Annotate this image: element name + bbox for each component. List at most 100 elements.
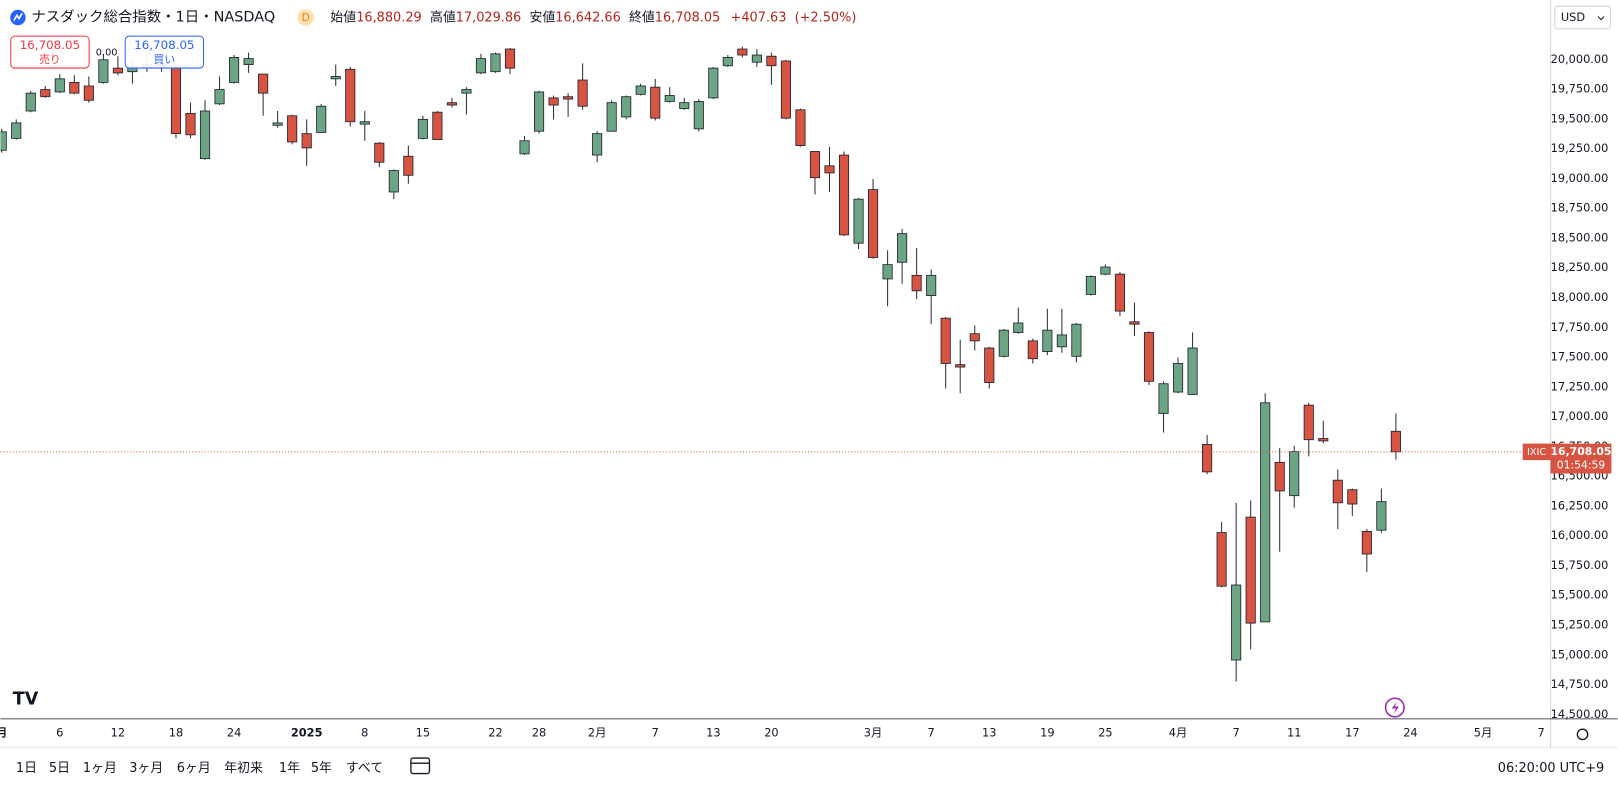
candle-body: [1260, 402, 1271, 623]
buy-button[interactable]: [124, 35, 205, 69]
x-tick-label: 2月: [588, 725, 607, 739]
clock[interactable]: 06:20:00 UTC+9: [1498, 761, 1604, 776]
open-value: 16,880.29: [356, 10, 422, 25]
candle-body: [446, 102, 457, 106]
buy-label[interactable]: 買い: [154, 53, 176, 66]
candle-body: [1027, 340, 1038, 360]
candle-body: [708, 67, 719, 99]
x-tick-label: 7: [928, 725, 935, 739]
x-tick-label: 22: [488, 725, 502, 739]
candle-body: [1289, 451, 1300, 497]
range-button[interactable]: 1日: [16, 761, 37, 776]
y-tick-label: 15,750.00: [1551, 558, 1609, 572]
x-tick-label: 11: [1287, 725, 1301, 739]
candle-body: [1085, 276, 1096, 295]
range-button[interactable]: 5日: [49, 761, 70, 776]
badge-circle: [297, 9, 314, 26]
candle-body: [606, 102, 617, 132]
x-tick-label: 24: [1403, 725, 1417, 739]
range-button[interactable]: 1年: [279, 761, 300, 776]
candle-body: [1390, 430, 1401, 453]
y-tick-label: 17,750.00: [1551, 320, 1609, 334]
price-tag-price: 16,708.05: [1551, 445, 1612, 458]
candle-body: [664, 95, 675, 102]
candle-body: [592, 133, 603, 156]
candle-body: [1187, 347, 1198, 395]
buy-price[interactable]: 16,708.05: [134, 38, 194, 52]
x-tick-label: 19: [1040, 725, 1054, 739]
candle-body: [0, 131, 7, 151]
range-button[interactable]: すべて: [346, 761, 383, 776]
y-tick-label: 18,250.00: [1551, 260, 1609, 274]
x-tick-label: 6: [56, 725, 63, 739]
candle-body: [316, 105, 327, 133]
range-button[interactable]: 年初来: [224, 761, 263, 776]
candle-body: [25, 92, 36, 112]
sell-price[interactable]: 16,708.05: [20, 38, 80, 52]
y-tick-label: 15,000.00: [1551, 647, 1609, 661]
candle-body: [868, 189, 879, 258]
range-button[interactable]: 5年: [311, 761, 332, 776]
x-tick-label: 8: [361, 725, 368, 739]
candle-body: [766, 55, 777, 67]
candle-body: [1347, 489, 1358, 505]
price-tag: [1550, 443, 1612, 474]
candle-body: [1216, 532, 1227, 587]
range-button[interactable]: 3ヶ月: [129, 761, 163, 776]
candle-body: [751, 54, 762, 63]
candle-body: [490, 53, 501, 73]
candle-body: [359, 121, 370, 125]
candle-body: [214, 89, 225, 105]
candle-body: [519, 140, 530, 155]
candle-body: [737, 48, 748, 56]
close-value: 16,708.05: [655, 10, 721, 25]
candle-body: [998, 329, 1009, 357]
candle-body: [1303, 404, 1314, 441]
currency-select[interactable]: [1554, 5, 1611, 30]
candle-body: [98, 59, 109, 83]
candles: [0, 46, 1401, 682]
x-tick-label: 17: [1345, 725, 1359, 739]
candle-body: [577, 79, 588, 107]
range-button[interactable]: 6ヶ月: [177, 761, 211, 776]
y-tick-label: 18,000.00: [1551, 290, 1609, 304]
x-tick-label: 24: [227, 725, 241, 739]
y-tick-label: 16,000.00: [1551, 528, 1609, 542]
sell-label[interactable]: 売り: [39, 53, 61, 66]
candle-body: [112, 67, 123, 74]
date-range-icon[interactable]: [410, 757, 431, 775]
candle-body: [1172, 363, 1184, 393]
x-tick-label: 7: [1233, 725, 1240, 739]
candle-body: [1129, 321, 1140, 325]
x-tick-label: 2025: [291, 725, 323, 739]
symbol-title[interactable]: ナスダック総合指数・1日・NASDAQ: [31, 9, 275, 26]
candle-body: [388, 170, 399, 193]
range-button[interactable]: 1ヶ月: [83, 761, 117, 776]
candle-body: [548, 97, 559, 106]
candle-body: [1071, 323, 1082, 357]
candle-body: [461, 89, 472, 94]
badge: D: [302, 12, 310, 24]
price-tag-countdown: 01:54:59: [1557, 458, 1606, 471]
low-value: 16,642.66: [555, 10, 621, 25]
x-tick-label: 3月: [864, 725, 883, 739]
y-tick-label: 19,000.00: [1551, 171, 1609, 185]
y-tick-label: 15,500.00: [1551, 588, 1609, 602]
y-tick-label: 14,750.00: [1551, 677, 1609, 691]
x-tick-label: 20: [764, 725, 778, 739]
spread: 0.00: [96, 48, 118, 59]
close-label: 終値: [629, 9, 655, 25]
logo-glyph: [13, 12, 23, 22]
change-pct: (+2.50%): [795, 10, 857, 25]
high-label: 高値: [430, 9, 456, 25]
candle-body: [621, 96, 632, 118]
settings-icon[interactable]: [1576, 728, 1589, 741]
tv-logo[interactable]: TV: [13, 689, 39, 709]
candle-body: [69, 82, 80, 94]
change: +407.63: [731, 10, 787, 25]
currency[interactable]: USD: [1561, 10, 1585, 24]
candle-body: [897, 233, 908, 263]
x-tick-label: 13: [982, 725, 996, 739]
sell-button[interactable]: [10, 35, 90, 69]
